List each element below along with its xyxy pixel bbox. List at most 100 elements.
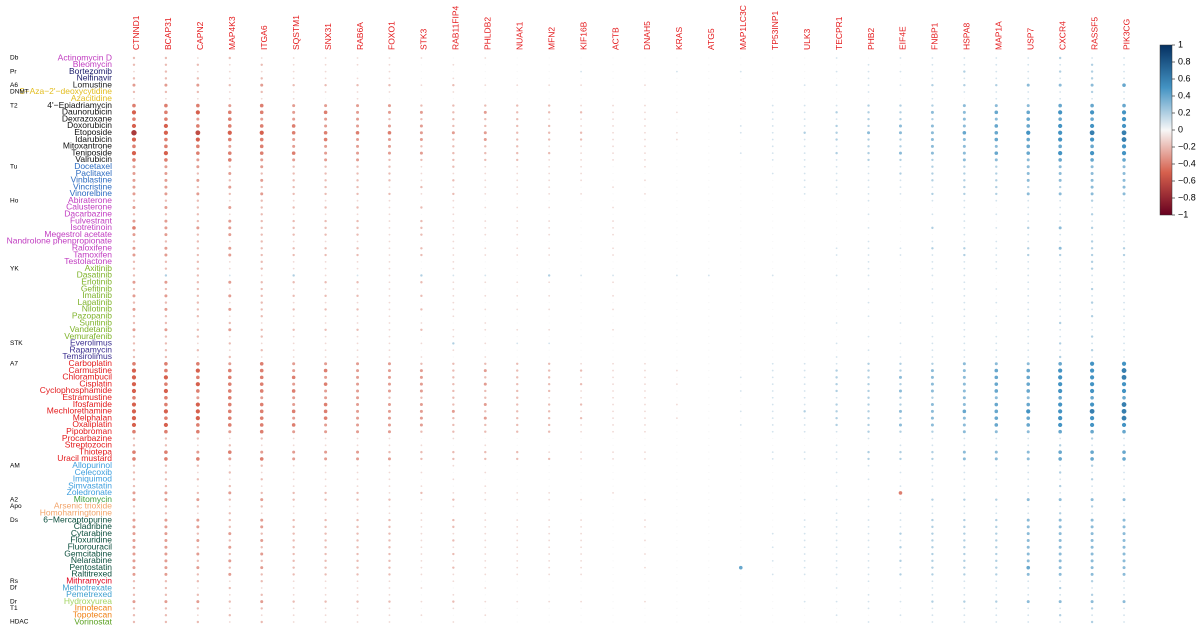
column-label: USP7 <box>1025 28 1035 50</box>
dot <box>771 573 774 576</box>
dot <box>356 356 359 358</box>
dot <box>740 397 742 399</box>
dot <box>292 70 295 73</box>
dot <box>388 172 391 175</box>
dot <box>740 234 742 236</box>
dot <box>963 335 966 338</box>
dot <box>771 532 774 535</box>
dot <box>867 63 870 66</box>
dot <box>867 70 870 73</box>
dot <box>356 328 359 332</box>
row-label: 6−Mercaptopurine <box>43 514 112 524</box>
dot <box>452 342 455 345</box>
dot <box>452 138 455 141</box>
dot <box>804 70 806 73</box>
dot <box>164 484 168 488</box>
dot <box>292 621 295 623</box>
dot <box>963 437 966 440</box>
dot <box>1090 301 1094 304</box>
dot <box>259 402 264 407</box>
dot <box>771 125 774 127</box>
dot <box>356 450 360 454</box>
dot <box>388 505 391 508</box>
dot <box>803 410 806 413</box>
dot <box>196 117 200 121</box>
dot <box>452 437 455 440</box>
dot <box>516 376 519 379</box>
dot <box>835 288 838 290</box>
dot <box>1058 355 1062 359</box>
dot <box>292 593 295 596</box>
dot <box>772 336 774 338</box>
dot <box>163 130 169 135</box>
dot <box>835 111 838 114</box>
dot <box>1027 491 1030 494</box>
dot <box>612 308 614 311</box>
dot <box>324 260 327 263</box>
dot <box>484 580 486 582</box>
dot <box>644 91 646 93</box>
dot <box>1122 165 1126 169</box>
dot <box>548 607 550 610</box>
dot <box>963 185 966 189</box>
dot <box>580 281 582 283</box>
dot <box>644 159 646 161</box>
dot <box>580 77 582 79</box>
dot <box>547 274 551 277</box>
dot <box>516 213 518 215</box>
dot <box>708 539 710 542</box>
dot <box>388 83 391 87</box>
dot <box>644 417 646 420</box>
dot <box>356 478 359 481</box>
dot <box>356 172 359 175</box>
dot <box>196 63 200 66</box>
dot <box>1090 103 1094 108</box>
dot <box>835 104 838 107</box>
dot <box>708 485 710 487</box>
dot <box>196 185 200 189</box>
dot <box>772 84 774 86</box>
dot <box>835 607 838 610</box>
dot <box>1091 342 1093 345</box>
dot <box>708 403 710 406</box>
dot <box>867 111 870 114</box>
dot <box>324 253 327 257</box>
dot <box>292 206 295 209</box>
row-label: Pentostatin <box>69 562 112 572</box>
dot <box>676 444 678 446</box>
dot <box>196 274 200 277</box>
dot <box>548 498 551 501</box>
dot <box>963 77 966 80</box>
dot <box>1090 552 1094 556</box>
dot <box>803 403 806 406</box>
dot <box>708 369 710 372</box>
dot <box>676 356 678 358</box>
dot <box>420 532 423 535</box>
dot <box>388 546 391 549</box>
dot <box>548 525 551 528</box>
dot <box>1027 63 1030 66</box>
dot <box>388 91 391 93</box>
dot <box>1122 158 1126 162</box>
dot <box>835 559 838 562</box>
dot <box>740 84 742 86</box>
dot <box>420 587 423 589</box>
dot <box>196 315 200 318</box>
dot <box>708 315 710 317</box>
dot <box>994 382 999 386</box>
dot <box>1090 450 1094 454</box>
dot <box>484 512 487 515</box>
group-label: Ds <box>10 517 19 524</box>
column-label: STK3 <box>419 28 429 50</box>
dot <box>898 151 902 155</box>
dot <box>867 362 870 365</box>
dot <box>612 485 614 487</box>
dot <box>548 220 551 222</box>
column-label: FNBP1 <box>930 22 940 50</box>
dot <box>580 512 582 514</box>
dot <box>995 295 997 297</box>
dot <box>931 471 934 474</box>
dot <box>452 165 455 168</box>
dot <box>930 144 934 148</box>
dot <box>867 444 870 446</box>
